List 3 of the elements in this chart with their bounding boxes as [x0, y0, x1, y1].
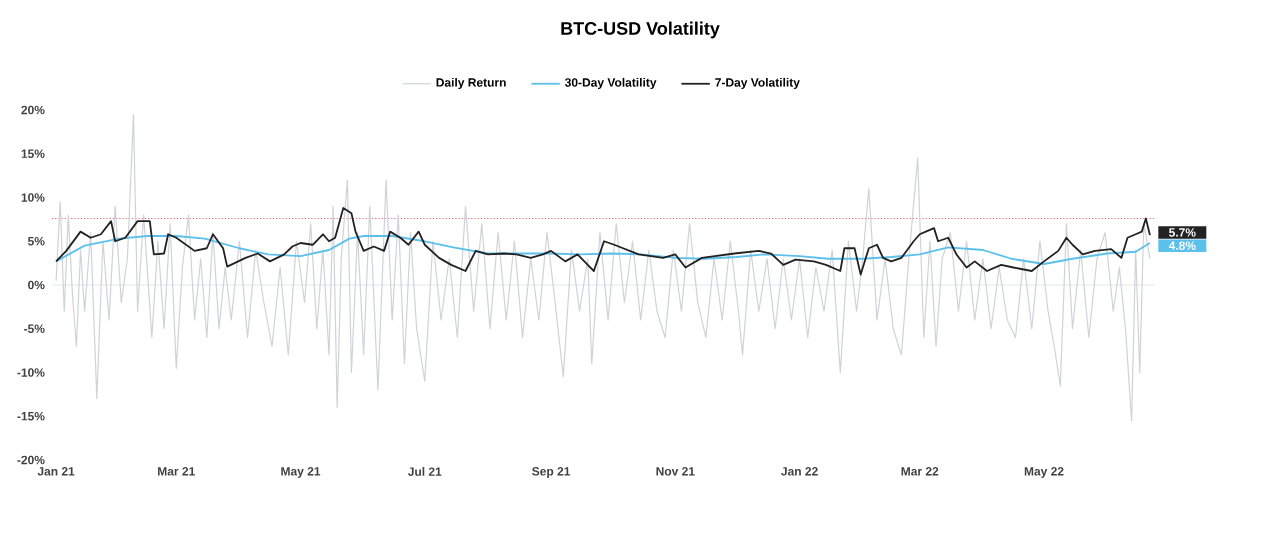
line-series [55, 207, 1151, 276]
chart-title: BTC-USD Volatility [561, 21, 720, 39]
line-series [55, 113, 1151, 422]
